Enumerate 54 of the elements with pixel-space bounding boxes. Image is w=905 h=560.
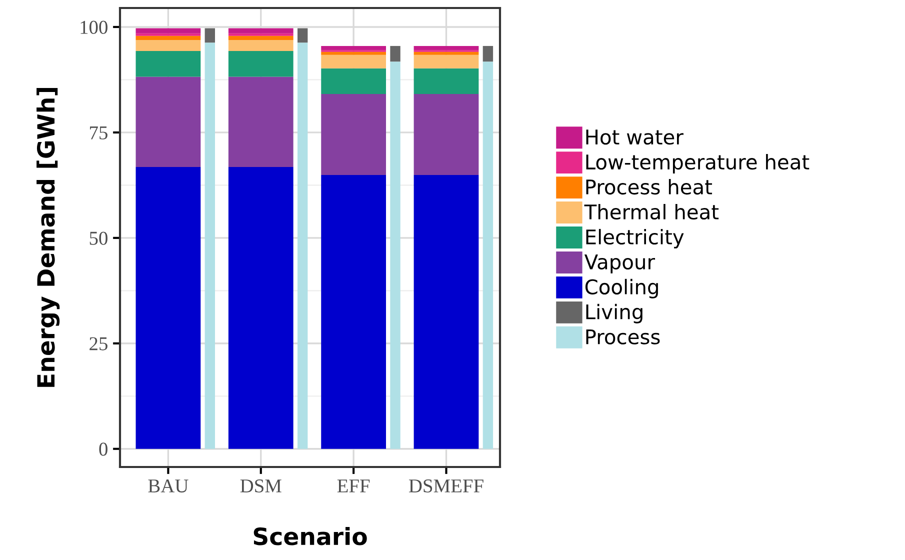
bar: [390, 46, 400, 62]
y-tick-label: 25: [90, 337, 108, 350]
legend-label: Process heat: [586, 179, 712, 195]
legend-label: Process: [586, 329, 660, 344]
x-tick-label: DSMEFF: [408, 479, 484, 492]
bar: [321, 52, 386, 55]
bar: [414, 54, 479, 68]
bar: [414, 94, 479, 176]
bar: [228, 36, 294, 40]
y-tick-label: 75: [90, 126, 108, 140]
bar: [297, 42, 308, 449]
x-tick-label: EFF: [337, 480, 370, 492]
bar: [136, 76, 201, 168]
y-tick-label: 0: [99, 442, 108, 456]
bar: [482, 46, 494, 62]
bar: [228, 33, 294, 36]
bar: [414, 46, 479, 50]
legend-label: Hot water: [586, 130, 684, 145]
legend-label: Vapour: [584, 254, 656, 274]
bar: [136, 33, 201, 36]
bar: [136, 167, 201, 449]
bar: [321, 46, 386, 50]
legend-label: Cooling: [585, 278, 658, 298]
bar: [204, 42, 215, 449]
y-tick-label: 100: [80, 20, 108, 34]
bar: [414, 68, 479, 94]
bar: [482, 62, 494, 449]
bar: [414, 52, 479, 55]
bar: [228, 40, 294, 52]
y-axis-title: Energy Demand [GWh]: [36, 88, 60, 387]
bar: [136, 36, 201, 40]
x-axis-title: Scenario: [254, 526, 367, 546]
bar: [136, 51, 201, 77]
bar: [297, 28, 308, 43]
bar: [136, 28, 201, 34]
bar: [390, 62, 400, 449]
legend-label: Electricity: [586, 228, 684, 248]
bar: [414, 175, 479, 449]
bar: [321, 68, 386, 94]
bar: [321, 54, 386, 68]
y-tick-label: 50: [90, 232, 108, 245]
bar: [321, 94, 386, 176]
bar: [228, 51, 294, 77]
bar: [228, 167, 294, 449]
legend-label: Low-temperature heat: [586, 154, 810, 174]
bar: [228, 76, 294, 168]
x-tick-label: DSM: [240, 479, 282, 492]
bar: [321, 175, 386, 449]
bar: [228, 28, 294, 34]
legend-label: Thermal heat: [584, 204, 719, 220]
legend-label: Living: [586, 304, 642, 324]
x-tick-label: BAU: [148, 479, 188, 492]
bar: [136, 40, 201, 52]
bar: [204, 28, 215, 43]
